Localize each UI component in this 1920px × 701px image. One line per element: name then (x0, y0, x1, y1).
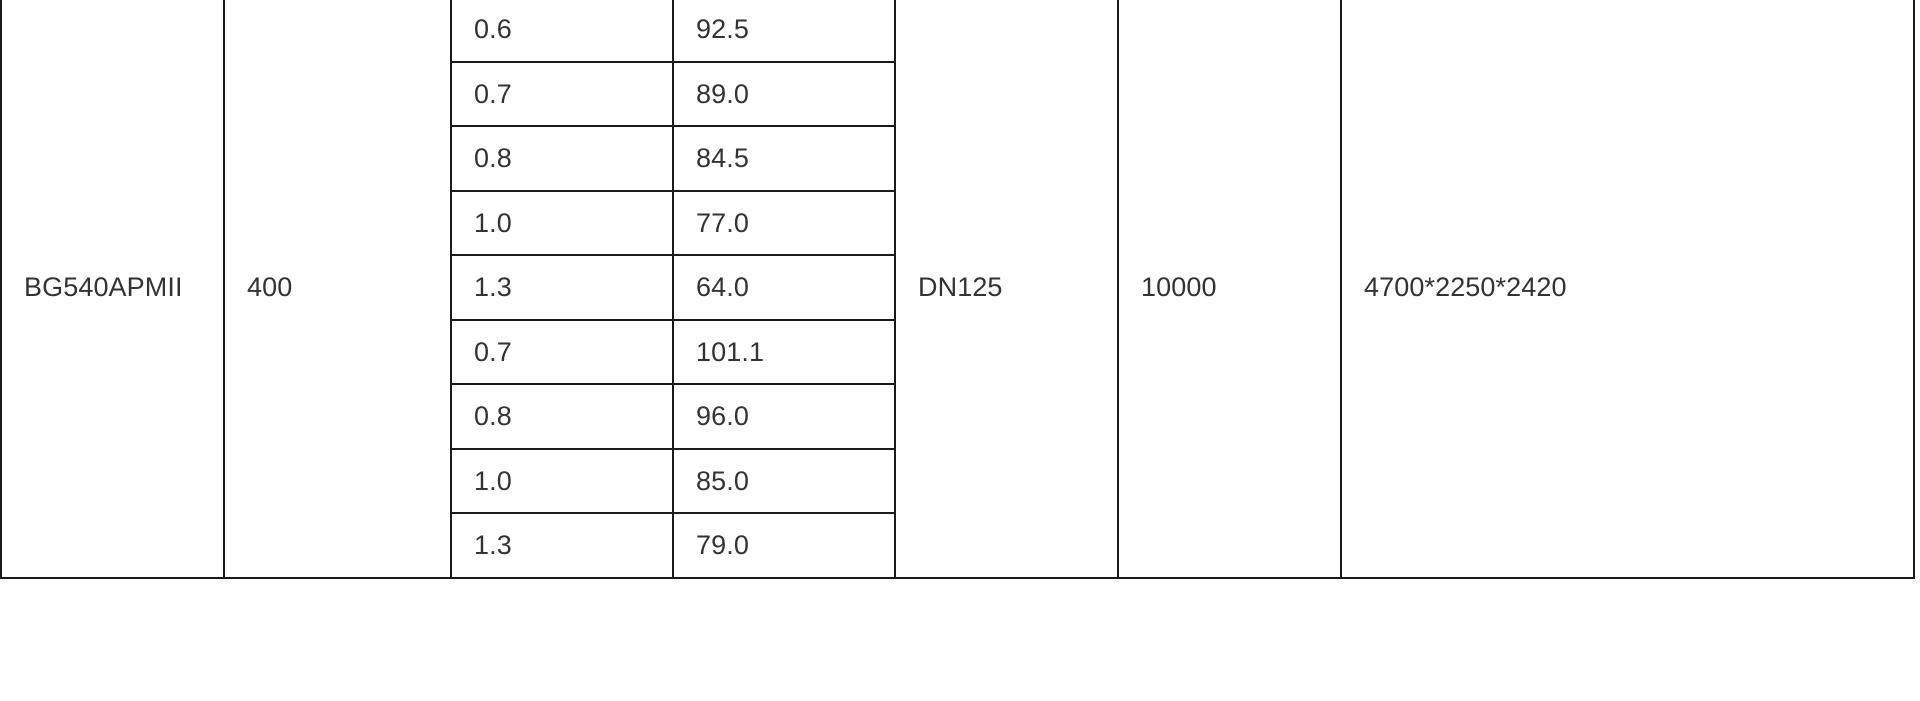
cell-pressure: 0.8 (450, 125, 674, 192)
table-row: 1.0 77.0 (1, 189, 1914, 256)
cell-pressure: 1.3 (450, 254, 674, 321)
cell-capacity: 101.1 (672, 318, 896, 385)
table-row: 1.0 85.0 (1, 447, 1914, 514)
cell-pressure: 1.0 (450, 447, 674, 514)
table-row: 0.7 89.0 (1, 60, 1914, 127)
table-row: 1.3 79.0 (1, 512, 1914, 579)
cell-capacity: 92.5 (672, 0, 896, 63)
cell-capacity: 89.0 (672, 60, 896, 127)
cell-power: 400 (223, 0, 452, 579)
cell-capacity: 85.0 (672, 447, 896, 514)
table-row: 0.8 96.0 (1, 383, 1914, 450)
cell-outlet: DN125 (894, 0, 1119, 579)
cell-pressure: 1.3 (450, 512, 674, 579)
cell-pressure: 1.0 (450, 189, 674, 256)
table-row: 0.8 84.5 (1, 125, 1914, 192)
cell-capacity: 79.0 (672, 512, 896, 579)
table-body: BG540APMII 400 0.6 92.5 DN125 10000 4700… (0, 0, 1915, 579)
cell-airflow: 10000 (1117, 0, 1342, 579)
cell-pressure: 0.7 (450, 318, 674, 385)
cell-model: BG540APMII (0, 0, 225, 579)
table-row: BG540APMII 400 0.6 92.5 DN125 10000 4700… (0, 0, 1915, 579)
cell-dimension: 4700*2250*2420 (1340, 0, 1915, 579)
cell-pressure: 0.7 (450, 60, 674, 127)
cell-capacity: 84.5 (672, 125, 896, 192)
cell-capacity: 96.0 (672, 383, 896, 450)
table-row: 1.3 64.0 (1, 254, 1914, 321)
cell-capacity: 64.0 (672, 254, 896, 321)
cell-capacity: 77.0 (672, 189, 896, 256)
cell-pressure: 0.6 (450, 0, 674, 63)
cell-pressure: 0.8 (450, 383, 674, 450)
table-row: 0.7 101.1 (1, 318, 1914, 385)
specification-table: BG540APMII 400 0.6 92.5 DN125 10000 4700… (0, 0, 1915, 579)
